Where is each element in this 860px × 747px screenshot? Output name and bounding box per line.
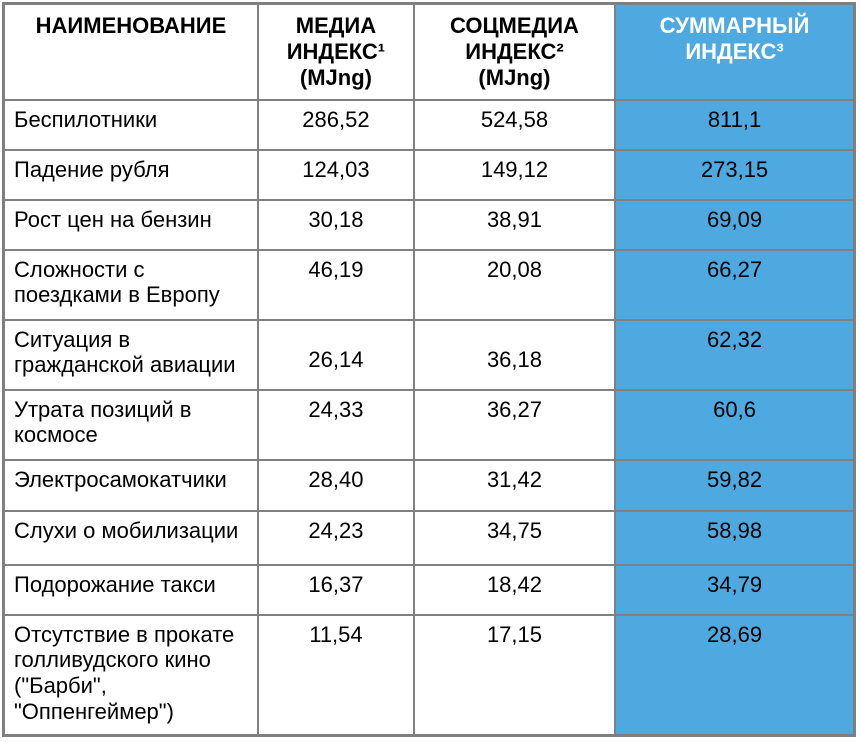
media-index-cell: 30,18 bbox=[256, 198, 415, 251]
table-body: Беспилотники 286,52 524,58 811,1 Падение… bbox=[2, 98, 856, 737]
socmedia-index-cell: 36,27 bbox=[412, 388, 617, 461]
column-header-total-index: СУММАРНЫЙ ИНДЕКС³ bbox=[614, 2, 856, 101]
total-index-cell: 59,82 bbox=[614, 458, 856, 512]
socmedia-index-cell: 524,58 bbox=[412, 98, 617, 151]
socmedia-index-cell: 36,18 bbox=[412, 318, 617, 391]
table-row: Падение рубля 124,03 149,12 273,15 bbox=[2, 148, 856, 201]
total-index-cell: 34,79 bbox=[614, 563, 856, 616]
total-index-cell: 60,6 bbox=[614, 388, 856, 461]
table-row: Беспилотники 286,52 524,58 811,1 bbox=[2, 98, 856, 151]
table-row: Ситуация в гражданской авиации 26,14 36,… bbox=[2, 318, 856, 391]
row-label-cell: Отсутствие в прокате голливудского кино … bbox=[2, 613, 259, 737]
row-label-cell: Слухи о мобилизации bbox=[2, 509, 259, 566]
table-row: Отсутствие в прокате голливудского кино … bbox=[2, 613, 856, 737]
row-label-cell: Беспилотники bbox=[2, 98, 259, 151]
total-index-cell: 28,69 bbox=[614, 613, 856, 737]
column-header-name: НАИМЕНОВАНИЕ bbox=[2, 2, 259, 101]
table-row: Утрата позиций в космосе 24,33 36,27 60,… bbox=[2, 388, 856, 461]
table-row: Электросамокатчики 28,40 31,42 59,82 bbox=[2, 458, 856, 512]
socmedia-index-cell: 17,15 bbox=[412, 613, 617, 737]
media-index-cell: 16,37 bbox=[256, 563, 415, 616]
socmedia-index-cell: 31,42 bbox=[412, 458, 617, 512]
socmedia-index-cell: 34,75 bbox=[412, 509, 617, 566]
row-label-cell: Электросамокатчики bbox=[2, 458, 259, 512]
media-index-table: НАИМЕНОВАНИЕ МЕДИА ИНДЕКС¹ (MJng) СОЦМЕД… bbox=[2, 2, 856, 737]
media-index-cell: 28,40 bbox=[256, 458, 415, 512]
row-label-cell: Падение рубля bbox=[2, 148, 259, 201]
socmedia-index-cell: 38,91 bbox=[412, 198, 617, 251]
total-index-cell: 69,09 bbox=[614, 198, 856, 251]
table-row: Рост цен на бензин 30,18 38,91 69,09 bbox=[2, 198, 856, 251]
total-index-cell: 811,1 bbox=[614, 98, 856, 151]
total-index-cell: 66,27 bbox=[614, 248, 856, 321]
table-header: НАИМЕНОВАНИЕ МЕДИА ИНДЕКС¹ (MJng) СОЦМЕД… bbox=[2, 2, 856, 101]
total-index-cell: 58,98 bbox=[614, 509, 856, 566]
row-label-cell: Утрата позиций в космосе bbox=[2, 388, 259, 461]
row-label-cell: Сложности с поездками в Европу bbox=[2, 248, 259, 321]
column-header-socmedia-index: СОЦМЕДИА ИНДЕКС² (MJng) bbox=[412, 2, 617, 101]
total-index-cell: 273,15 bbox=[614, 148, 856, 201]
media-index-cell: 286,52 bbox=[256, 98, 415, 151]
row-label-cell: Подорожание такси bbox=[2, 563, 259, 616]
socmedia-index-cell: 149,12 bbox=[412, 148, 617, 201]
socmedia-index-cell: 18,42 bbox=[412, 563, 617, 616]
media-index-cell: 46,19 bbox=[256, 248, 415, 321]
column-header-media-index: МЕДИА ИНДЕКС¹ (MJng) bbox=[256, 2, 415, 101]
media-index-cell: 11,54 bbox=[256, 613, 415, 737]
socmedia-index-cell: 20,08 bbox=[412, 248, 617, 321]
media-index-cell: 26,14 bbox=[256, 318, 415, 391]
table-row: Подорожание такси 16,37 18,42 34,79 bbox=[2, 563, 856, 616]
media-index-cell: 24,33 bbox=[256, 388, 415, 461]
media-index-cell: 24,23 bbox=[256, 509, 415, 566]
media-index-cell: 124,03 bbox=[256, 148, 415, 201]
table-row: Слухи о мобилизации 24,23 34,75 58,98 bbox=[2, 509, 856, 566]
header-row: НАИМЕНОВАНИЕ МЕДИА ИНДЕКС¹ (MJng) СОЦМЕД… bbox=[2, 2, 856, 101]
total-index-cell: 62,32 bbox=[614, 318, 856, 391]
row-label-cell: Рост цен на бензин bbox=[2, 198, 259, 251]
table-row: Сложности с поездками в Европу 46,19 20,… bbox=[2, 248, 856, 321]
row-label-cell: Ситуация в гражданской авиации bbox=[2, 318, 259, 391]
